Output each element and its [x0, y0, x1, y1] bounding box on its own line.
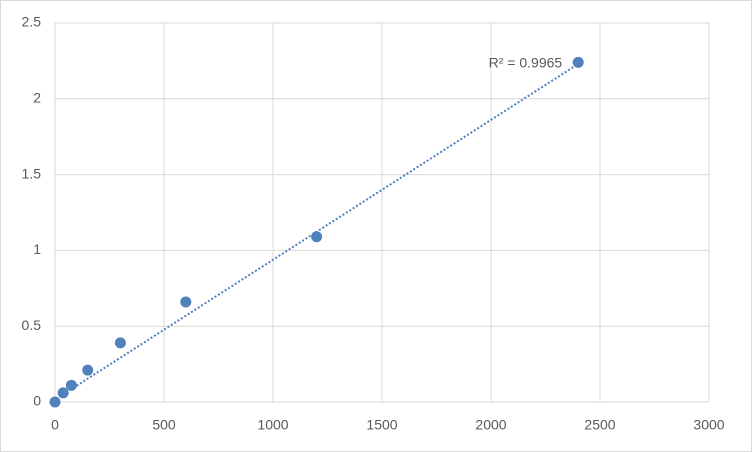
y-tick-label: 2.5: [22, 14, 42, 30]
y-tick-label: 0.5: [22, 317, 42, 333]
data-point: [49, 396, 61, 408]
trendline: [62, 63, 579, 396]
data-point: [572, 56, 584, 68]
x-tick-label: 2000: [475, 417, 506, 433]
x-tick-label: 2500: [584, 417, 615, 433]
x-tick-label: 0: [51, 417, 59, 433]
y-tick-label: 1.5: [22, 165, 42, 181]
y-tick-label: 0: [33, 393, 41, 409]
data-point: [57, 387, 69, 399]
y-tick-label: 1: [33, 241, 41, 257]
x-tick-label: 1000: [257, 417, 288, 433]
r-squared-label: R² = 0.9965: [489, 55, 563, 71]
data-point: [114, 337, 126, 349]
x-tick-label: 3000: [693, 417, 724, 433]
x-tick-label: 1500: [366, 417, 397, 433]
data-point: [65, 379, 77, 391]
data-point: [180, 296, 192, 308]
x-tick-label: 500: [152, 417, 176, 433]
data-point: [311, 231, 323, 243]
data-point: [82, 364, 94, 376]
y-tick-label: 2: [33, 90, 41, 106]
